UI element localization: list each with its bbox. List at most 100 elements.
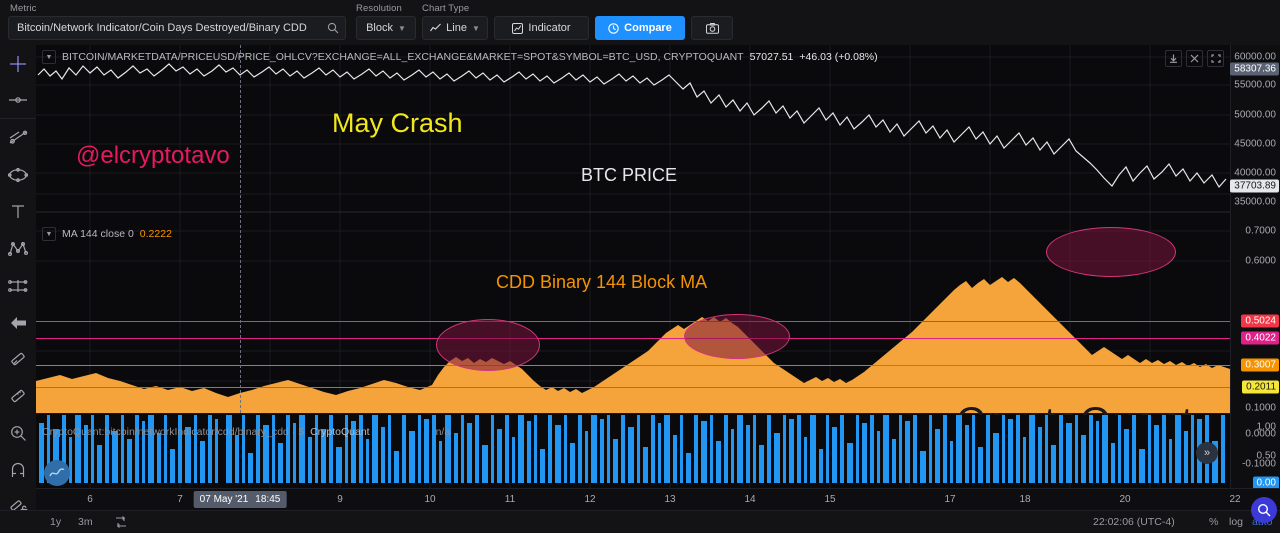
- x-tick-20: 20: [1119, 494, 1131, 505]
- resolution-field-label: Resolution: [356, 3, 402, 14]
- price-axis[interactable]: 60000.00 58307.36 55000.00 50000.00 4500…: [1230, 45, 1280, 510]
- compare-label: Compare: [624, 22, 672, 34]
- x-tick-11: 11: [504, 494, 516, 505]
- level-line-orange: [36, 365, 1230, 366]
- price-pane-controls[interactable]: [1165, 50, 1224, 67]
- chart-type-select[interactable]: Line ▼: [422, 16, 488, 40]
- range-1y-button[interactable]: 1y: [50, 516, 62, 528]
- chart-canvas[interactable]: CryptoQuant May Crash @elcryptotavo BTC …: [36, 45, 1280, 523]
- compare-icon: [608, 22, 619, 34]
- log-scale-button[interactable]: log: [1229, 516, 1244, 528]
- chevron-down-icon[interactable]: ▼: [42, 227, 56, 241]
- forecast-tool[interactable]: [0, 267, 36, 304]
- binary-pane-header[interactable]: CryptoQuant:bitcoin/networkIndicator/cdd…: [42, 426, 450, 438]
- text-tool[interactable]: [0, 193, 36, 230]
- plot-region[interactable]: CryptoQuant May Crash @elcryptotavo BTC …: [36, 45, 1230, 510]
- x-tick-6: 6: [87, 494, 93, 505]
- pattern-tool[interactable]: [0, 230, 36, 267]
- x-tick-14: 14: [744, 494, 756, 505]
- x-tick-18: 18: [1019, 494, 1031, 505]
- compare-button[interactable]: Compare: [595, 16, 685, 40]
- maximize-icon[interactable]: [1207, 50, 1224, 67]
- indicator-button[interactable]: Indicator: [494, 16, 589, 40]
- resolution-value: Block: [366, 22, 393, 34]
- binary-pane-source: CryptoQuant: [310, 426, 370, 438]
- cdd-pane-value: 0.2222: [139, 228, 172, 240]
- annotation-btc-price[interactable]: BTC PRICE: [581, 165, 678, 185]
- indicator-label: Indicator: [528, 22, 571, 34]
- magnifier-icon[interactable]: [1251, 497, 1277, 523]
- price-pane-last: 57027.51: [749, 51, 794, 63]
- chevron-down-icon: ▼: [397, 23, 406, 33]
- annotation-handle[interactable]: @elcryptotavo: [76, 142, 230, 169]
- y-tick-binary-050: 0.50: [1256, 450, 1276, 462]
- search-icon[interactable]: [327, 22, 339, 34]
- charttype-field-label: Chart Type: [422, 3, 470, 14]
- brush-tool[interactable]: [0, 341, 36, 378]
- drawing-toolbar: [0, 45, 36, 533]
- trend-line-tool[interactable]: [0, 82, 36, 119]
- y-tick-binary-100: 1.00: [1256, 421, 1276, 433]
- cryptoquant-logo-icon[interactable]: [44, 460, 70, 486]
- y-tick-45000: 45000.00: [1234, 138, 1276, 150]
- y-tick-cdd-0700: 0.7000: [1245, 225, 1276, 237]
- binary-pane-title: CryptoQuant:bitcoin/networkIndicator/cdd…: [42, 426, 305, 438]
- chevron-down-icon[interactable]: ▼: [42, 50, 56, 64]
- level-line-magenta: [36, 338, 1230, 339]
- tooltip-date: 07 May '21: [199, 494, 249, 505]
- level-line-red: [36, 321, 1230, 322]
- status-bar: 1y 3m 22:02:06 (UTC-4) % log auto: [0, 510, 1280, 533]
- x-tick-17: 17: [944, 494, 956, 505]
- clock-label: 22:02:06 (UTC-4): [1093, 516, 1175, 528]
- metric-field-label: Metric: [10, 3, 37, 14]
- time-cursor-tooltip: 07 May '21 18:45: [193, 491, 287, 508]
- y-badge-level-orange: 0.3007: [1241, 358, 1279, 372]
- time-axis[interactable]: 6 7 9 10 11 12 13 14 15 17 18 20 22 07 M…: [36, 488, 1280, 510]
- indicator-icon: [512, 22, 524, 34]
- download-icon[interactable]: [1165, 50, 1182, 67]
- top-toolbar: Metric Bitcoin/Network Indicator/Coin Da…: [0, 0, 1280, 45]
- resolution-select[interactable]: Block ▼: [356, 16, 416, 40]
- cdd-pane-header[interactable]: ▼ MA 144 close 0 0.2222: [42, 227, 172, 241]
- arrow-tool[interactable]: [0, 304, 36, 341]
- y-tick-60000: 60000.00: [1234, 51, 1276, 63]
- annotation-cdd-binary[interactable]: CDD Binary 144 Block MA: [496, 272, 708, 292]
- screenshot-button[interactable]: [691, 16, 733, 40]
- x-tick-13: 13: [664, 494, 676, 505]
- x-tick-22: 22: [1229, 494, 1241, 505]
- measure-tool[interactable]: [0, 378, 36, 415]
- close-icon[interactable]: [1186, 50, 1203, 67]
- charttype-value: Line: [446, 22, 467, 34]
- x-tick-9: 9: [337, 494, 343, 505]
- y-badge-58307: 58307.36: [1230, 62, 1279, 76]
- y-tick-cdd-0600: 0.6000: [1245, 255, 1276, 267]
- cdd-pane-title: MA 144 close 0: [62, 228, 134, 240]
- y-badge-37703: 37703.89: [1230, 179, 1279, 193]
- x-tick-12: 12: [584, 494, 596, 505]
- scroll-to-realtime-button[interactable]: »: [1196, 442, 1218, 464]
- price-pane-title: BITCOIN/MARKETDATA/PRICEUSD/PRICE_OHLCV?…: [62, 51, 744, 63]
- crosshair-tool[interactable]: [0, 45, 36, 82]
- price-pane-change: +46.03 (+0.08%): [799, 51, 878, 63]
- y-badge-level-magenta: 0.4022: [1241, 331, 1279, 345]
- highlight-ellipse-3[interactable]: [1046, 227, 1176, 277]
- metric-input[interactable]: Bitcoin/Network Indicator/Coin Days Dest…: [8, 16, 346, 40]
- zoom-in-tool[interactable]: [0, 415, 36, 452]
- price-pane-header[interactable]: ▼ BITCOIN/MARKETDATA/PRICEUSD/PRICE_OHLC…: [42, 50, 878, 64]
- percent-scale-button[interactable]: %: [1209, 516, 1219, 528]
- camera-icon: [705, 22, 719, 34]
- level-line-yellow: [36, 387, 1230, 388]
- x-tick-10: 10: [424, 494, 436, 505]
- line-chart-icon: [430, 23, 442, 33]
- magnet-tool[interactable]: [0, 452, 36, 489]
- highlight-ellipse-1[interactable]: [436, 319, 540, 371]
- annotation-may-crash[interactable]: May Crash: [332, 108, 463, 138]
- range-3m-button[interactable]: 3m: [78, 516, 93, 528]
- ellipse-tool[interactable]: [0, 156, 36, 193]
- calendar-icon[interactable]: [114, 515, 128, 529]
- y-badge-level-red: 0.5024: [1241, 314, 1279, 328]
- y-badge-level-yellow: 0.2011: [1242, 380, 1279, 394]
- highlight-ellipse-2[interactable]: [684, 314, 790, 359]
- chevron-down-icon: ▼: [471, 23, 480, 33]
- parallel-channel-tool[interactable]: [0, 119, 36, 156]
